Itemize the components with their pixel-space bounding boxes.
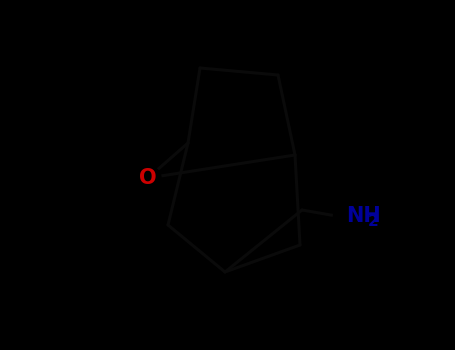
Text: NH: NH: [346, 206, 381, 226]
Text: O: O: [139, 168, 157, 188]
Text: 2: 2: [368, 215, 379, 230]
